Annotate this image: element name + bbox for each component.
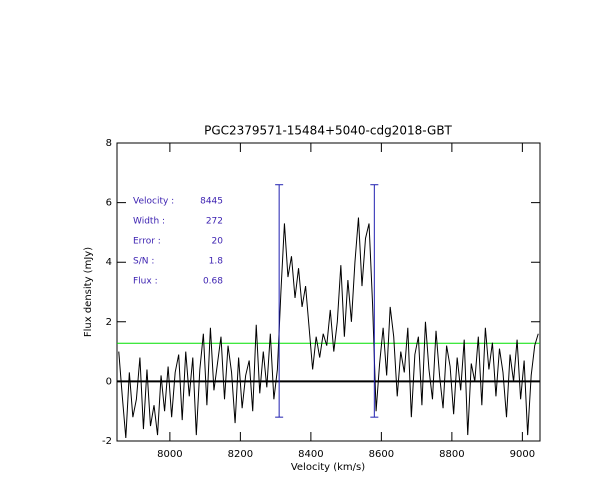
- x-tick-label: 8600: [369, 449, 394, 460]
- annotation-label: Width :: [133, 217, 165, 227]
- x-tick-label: 9000: [510, 449, 535, 460]
- y-axis-label: Flux density (mJy): [83, 247, 94, 337]
- y-tick-label: 6: [106, 198, 112, 209]
- x-tick-label: 8800: [439, 449, 464, 460]
- y-tick-label: 2: [106, 317, 112, 328]
- chart-title: PGC2379571-15484+5040-cdg2018-GBT: [204, 124, 452, 138]
- annotation-value: 272: [206, 217, 223, 227]
- plot-frame: [116, 142, 541, 442]
- annotation-label: Velocity :: [133, 197, 174, 207]
- x-tick-label: 8000: [157, 449, 182, 460]
- annotation-value: 0.68: [203, 277, 223, 287]
- annotation-label: Flux :: [133, 277, 158, 287]
- x-tick-label: 8200: [228, 449, 253, 460]
- plot-area: [117, 184, 540, 439]
- annotation-label: S/N :: [133, 257, 154, 267]
- annotation-value: 20: [212, 237, 224, 247]
- x-tick-label: 8400: [298, 449, 323, 460]
- annotation-value: 1.8: [209, 257, 224, 267]
- annotation-value: 8445: [200, 197, 223, 207]
- y-tick-label: 8: [106, 138, 112, 149]
- y-tick-label: 4: [106, 257, 112, 268]
- x-axis-label: Velocity (km/s): [291, 462, 365, 473]
- annotation-label: Error :: [133, 237, 161, 247]
- y-tick-label: -2: [102, 436, 112, 447]
- spectrum-line: [118, 217, 539, 439]
- y-tick-label: 0: [106, 376, 112, 387]
